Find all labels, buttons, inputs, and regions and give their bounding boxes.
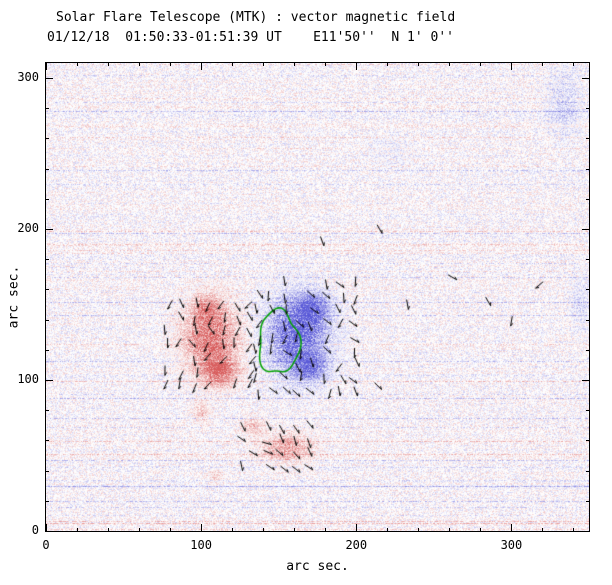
axis-tick: [46, 229, 53, 231]
axis-tick: [586, 410, 589, 412]
axis-tick: [586, 440, 589, 442]
chart-subtitle: 01/12/18 01:50:33-01:51:39 UT E11'50'' N…: [47, 30, 454, 45]
y-tick-label: 100: [17, 372, 39, 387]
x-tick-label: 0: [42, 538, 50, 552]
axis-tick: [108, 63, 110, 66]
axis-tick: [46, 289, 49, 291]
axis-tick: [46, 531, 53, 532]
axis-tick: [586, 259, 589, 261]
axis-tick: [586, 168, 589, 170]
axis-tick: [586, 470, 589, 472]
axis-tick: [46, 500, 49, 502]
axis-tick: [46, 380, 53, 382]
axis-tick: [201, 63, 203, 70]
axis-tick: [356, 63, 358, 70]
axis-tick: [46, 63, 47, 70]
axis-tick: [511, 63, 513, 70]
axis-tick: [586, 198, 589, 200]
axis-tick: [325, 63, 327, 66]
axis-tick: [46, 524, 47, 531]
axis-tick: [46, 259, 49, 261]
axis-tick: [418, 63, 420, 66]
y-axis-label: arc sec.: [6, 265, 22, 329]
x-tick-label: 300: [500, 538, 523, 552]
axis-tick: [586, 319, 589, 321]
axis-tick: [582, 229, 589, 231]
axis-tick: [418, 528, 420, 531]
axis-tick: [294, 63, 296, 66]
axis-tick: [46, 78, 53, 80]
y-tick-label: 0: [31, 523, 39, 537]
axis-tick: [46, 198, 49, 200]
axis-tick: [582, 380, 589, 382]
y-tick-label: 300: [17, 70, 39, 85]
axis-tick: [201, 524, 203, 531]
axis-tick: [573, 63, 575, 66]
axis-tick: [77, 528, 79, 531]
axis-tick: [586, 138, 589, 140]
axis-tick: [46, 108, 49, 110]
axis-tick: [449, 63, 451, 66]
axis-tick: [582, 78, 589, 80]
axis-tick: [325, 528, 327, 531]
axis-tick: [511, 524, 513, 531]
axis-tick: [387, 528, 389, 531]
axis-tick: [480, 528, 482, 531]
axis-tick: [263, 528, 265, 531]
axis-tick: [582, 531, 589, 532]
axis-tick: [46, 168, 49, 170]
axis-tick: [170, 63, 172, 66]
magnetogram-canvas: [46, 63, 589, 531]
x-tick-label: 200: [345, 538, 368, 552]
axis-tick: [46, 470, 49, 472]
axis-tick: [139, 528, 141, 531]
axis-tick: [586, 349, 589, 351]
axis-tick: [139, 63, 141, 66]
plot-area: [45, 62, 590, 532]
axis-tick: [46, 440, 49, 442]
axis-tick: [449, 528, 451, 531]
chart-title: Solar Flare Telescope (MTK) : vector mag…: [56, 10, 456, 25]
axis-tick: [586, 289, 589, 291]
axis-tick: [170, 528, 172, 531]
axis-tick: [46, 410, 49, 412]
axis-tick: [586, 108, 589, 110]
axis-tick: [294, 528, 296, 531]
x-axis-label: arc sec.: [286, 559, 349, 574]
axis-tick: [232, 63, 234, 66]
axis-tick: [480, 63, 482, 66]
axis-tick: [232, 528, 234, 531]
axis-tick: [77, 63, 79, 66]
axis-tick: [356, 524, 358, 531]
x-tick-label: 100: [190, 538, 212, 552]
axis-tick: [46, 349, 49, 351]
axis-tick: [263, 63, 265, 66]
axis-tick: [542, 63, 544, 66]
axis-tick: [46, 319, 49, 321]
y-tick-label: 200: [17, 221, 39, 236]
axis-tick: [573, 528, 575, 531]
axis-tick: [586, 500, 589, 502]
axis-tick: [46, 138, 49, 140]
axis-tick: [542, 528, 544, 531]
axis-tick: [387, 63, 389, 66]
axis-tick: [108, 528, 110, 531]
